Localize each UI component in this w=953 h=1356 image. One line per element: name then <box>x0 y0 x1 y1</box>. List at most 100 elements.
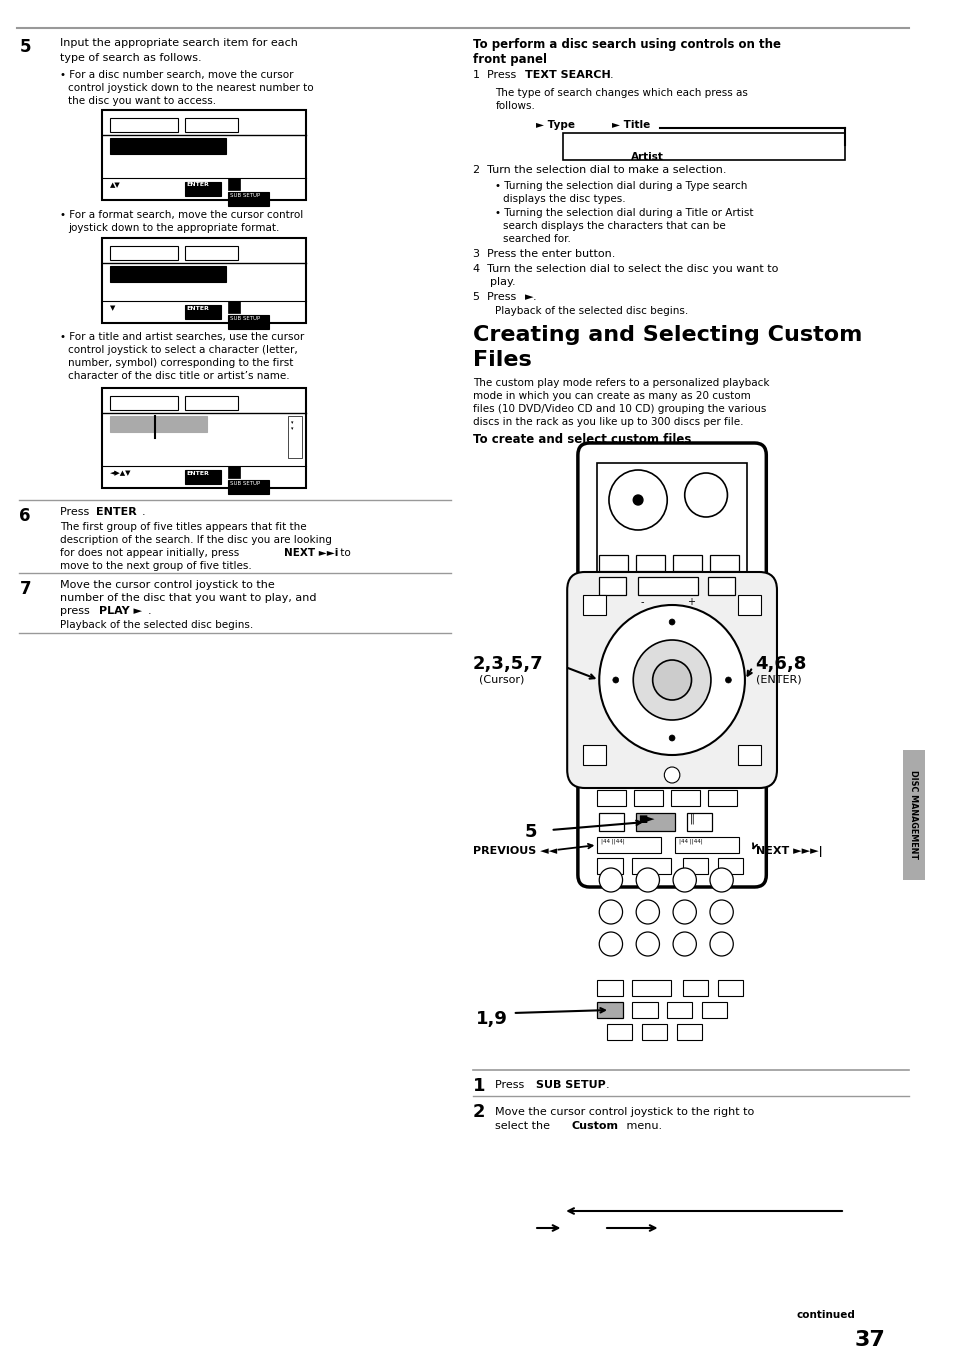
Text: 4,6,8: 4,6,8 <box>755 655 806 673</box>
Text: the disc you want to access.: the disc you want to access. <box>68 96 216 106</box>
Text: NEXT ►►►|: NEXT ►►►| <box>755 846 821 857</box>
Text: 5: 5 <box>524 823 537 841</box>
Bar <box>110 138 226 155</box>
FancyBboxPatch shape <box>567 572 776 788</box>
Circle shape <box>673 900 696 923</box>
Circle shape <box>673 868 696 892</box>
Text: 6: 6 <box>19 507 30 525</box>
Circle shape <box>598 605 744 755</box>
Bar <box>636 814 675 831</box>
Bar <box>597 980 622 997</box>
Text: Creating and Selecting Custom: Creating and Selecting Custom <box>473 325 862 344</box>
Bar <box>709 555 739 571</box>
Bar <box>634 791 662 805</box>
Bar <box>228 193 269 206</box>
Bar <box>110 245 177 260</box>
Bar <box>707 791 737 805</box>
Text: mode in which you can create as many as 20 custom: mode in which you can create as many as … <box>473 391 750 401</box>
Text: Files: Files <box>473 350 531 370</box>
Bar <box>597 1002 622 1018</box>
Text: DISC MANAGEMENT: DISC MANAGEMENT <box>908 770 918 860</box>
Circle shape <box>709 868 733 892</box>
Bar <box>632 1002 657 1018</box>
Text: ► Type: ► Type <box>536 119 575 130</box>
Text: (Cursor): (Cursor) <box>478 674 523 683</box>
Text: ►: ► <box>645 814 654 824</box>
Text: SUB SETUP: SUB SETUP <box>230 193 260 198</box>
Circle shape <box>673 932 696 956</box>
Text: ENTER: ENTER <box>186 306 209 311</box>
Bar <box>598 578 626 595</box>
Text: -: - <box>639 597 643 607</box>
Bar <box>632 980 670 997</box>
Text: The first group of five titles appears that fit the: The first group of five titles appears t… <box>60 522 307 532</box>
Bar <box>598 555 628 571</box>
Text: ‖: ‖ <box>689 814 694 824</box>
Text: press: press <box>60 606 93 616</box>
Text: number, symbol) corresponding to the first: number, symbol) corresponding to the fir… <box>68 358 294 367</box>
Text: 2,3,5,7: 2,3,5,7 <box>473 655 543 673</box>
Circle shape <box>724 677 731 683</box>
Text: control joystick down to the nearest number to: control joystick down to the nearest num… <box>68 83 314 94</box>
Text: 5  Press: 5 Press <box>473 292 519 302</box>
Bar <box>597 858 622 875</box>
Text: Playback of the selected disc begins.: Playback of the selected disc begins. <box>60 620 253 631</box>
Text: .: . <box>142 507 145 517</box>
Bar <box>598 814 624 831</box>
Circle shape <box>709 932 733 956</box>
Circle shape <box>633 640 710 720</box>
Text: continued: continued <box>796 1310 855 1319</box>
Text: play.: play. <box>490 277 516 287</box>
Text: ENTER: ENTER <box>186 182 209 187</box>
Text: to: to <box>336 548 351 559</box>
Circle shape <box>598 932 622 956</box>
Circle shape <box>633 495 642 504</box>
Text: To create and select custom files: To create and select custom files <box>473 433 691 446</box>
Text: 2  Turn the selection dial to make a selection.: 2 Turn the selection dial to make a sele… <box>473 165 726 175</box>
Text: .: . <box>605 1079 609 1090</box>
Bar <box>738 595 760 616</box>
Text: TEXT SEARCH: TEXT SEARCH <box>525 71 611 80</box>
Text: Press: Press <box>495 1079 528 1090</box>
Bar <box>228 466 239 479</box>
Text: .: . <box>533 292 537 302</box>
Bar <box>582 595 605 616</box>
Text: 5: 5 <box>19 38 30 56</box>
Circle shape <box>668 618 675 625</box>
Circle shape <box>612 677 618 683</box>
Text: ENTER: ENTER <box>96 507 137 517</box>
Text: 1: 1 <box>473 1077 485 1096</box>
Bar <box>582 744 605 765</box>
Text: 2: 2 <box>473 1102 485 1121</box>
Circle shape <box>636 932 659 956</box>
Text: |44 ||44|: |44 ||44| <box>600 839 624 845</box>
Bar <box>738 744 760 765</box>
Bar <box>673 555 701 571</box>
Text: search displays the characters that can be: search displays the characters that can … <box>502 221 725 231</box>
Text: discs in the rack as you like up to 300 discs per file.: discs in the rack as you like up to 300 … <box>473 418 742 427</box>
Bar <box>638 578 698 595</box>
Text: files (10 DVD/Video CD and 10 CD) grouping the various: files (10 DVD/Video CD and 10 CD) groupi… <box>473 404 765 414</box>
Text: move to the next group of five titles.: move to the next group of five titles. <box>60 561 252 571</box>
Text: ►: ► <box>525 292 534 302</box>
Bar <box>597 791 626 805</box>
Bar <box>184 118 237 132</box>
Text: type of search as follows.: type of search as follows. <box>60 53 202 62</box>
Text: Move the cursor control joystick to the right to: Move the cursor control joystick to the … <box>495 1106 754 1117</box>
Circle shape <box>636 868 659 892</box>
Bar <box>606 1024 632 1040</box>
Text: 3  Press the enter button.: 3 Press the enter button. <box>473 250 615 259</box>
Text: ▼: ▼ <box>110 305 115 311</box>
Bar <box>701 1002 727 1018</box>
Circle shape <box>636 900 659 923</box>
Bar <box>184 245 237 260</box>
Bar <box>902 750 923 880</box>
Circle shape <box>668 735 675 740</box>
Bar <box>636 555 664 571</box>
Text: • Turning the selection dial during a Type search: • Turning the selection dial during a Ty… <box>495 180 747 191</box>
Bar <box>110 266 226 282</box>
Text: front panel: front panel <box>473 53 546 66</box>
Text: To perform a disc search using controls on the: To perform a disc search using controls … <box>473 38 781 52</box>
Bar <box>675 837 739 853</box>
Text: ► Title: ► Title <box>611 119 649 130</box>
